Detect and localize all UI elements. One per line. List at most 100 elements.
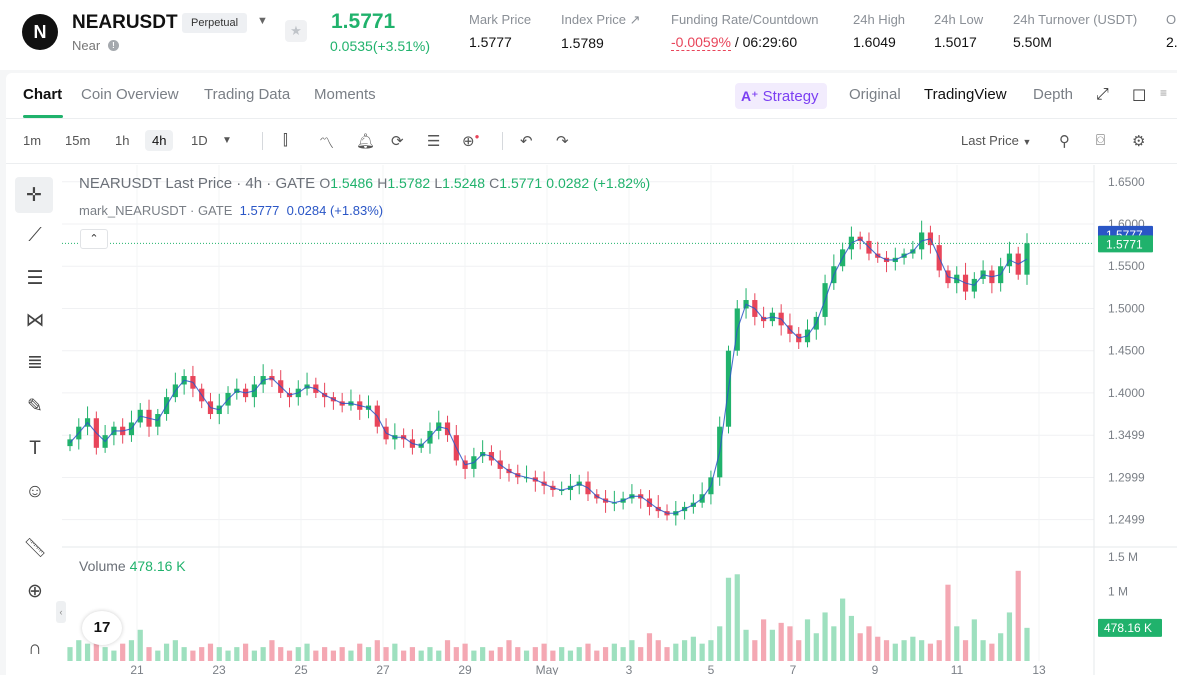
ruler-icon[interactable]: 📏︎ — [22, 538, 48, 559]
search-icon[interactable]: ⚲ — [1059, 133, 1070, 150]
volume-bar — [515, 647, 521, 661]
symbol-name[interactable]: NEARUSDT — [72, 12, 178, 33]
volume-bar — [374, 640, 380, 661]
add-plus-icon[interactable]: ⊕● — [462, 132, 480, 150]
fib-retracement-icon[interactable]: ≣ — [27, 351, 43, 373]
stat-24h-high: 24h High 1.6049 — [853, 12, 905, 50]
stat-label: Funding Rate/Countdown — [671, 12, 819, 27]
volume-bar — [708, 640, 714, 661]
time-axis-label: 9 — [872, 663, 879, 675]
volume-bar — [962, 640, 969, 661]
zoom-in-icon[interactable]: ⊕ — [27, 580, 43, 602]
collapse-sidebar-chevron-left-icon[interactable]: ‹ — [56, 601, 66, 623]
trend-line-icon[interactable]: ⟋ — [28, 225, 42, 246]
volume-bar — [989, 643, 995, 661]
brush-icon[interactable]: ✎ — [27, 395, 43, 417]
volume-bar — [892, 643, 898, 661]
volume-bar — [137, 629, 143, 661]
tab-coin-overview[interactable]: Coin Overview — [81, 86, 179, 103]
emoji-icon[interactable]: ☺ — [25, 481, 45, 502]
time-axis-label: 23 — [212, 663, 226, 675]
stat-truncated: O 2. — [1166, 12, 1177, 50]
price-source-select[interactable]: Last Price ▼ — [961, 133, 1031, 148]
timeframe-1m[interactable]: 1m — [23, 133, 42, 148]
volume-bar — [831, 626, 837, 661]
volume-bar — [181, 647, 187, 661]
menu-icon[interactable]: ≡ — [1160, 86, 1168, 100]
horizontal-lines-icon[interactable]: ☰ — [26, 267, 44, 289]
price-axis-label: 1.5500 — [1108, 259, 1145, 273]
volume-bar — [111, 650, 117, 661]
undo-icon[interactable]: ↶ — [520, 133, 533, 150]
stat-label: 24h High — [853, 12, 906, 27]
volume-bar — [594, 650, 600, 661]
volume-bar — [804, 619, 811, 661]
stat-label: Index Price ↗ — [561, 12, 641, 27]
volume-bar — [444, 640, 451, 661]
templates-icon[interactable]: ☰ — [427, 133, 441, 150]
info-icon[interactable]: ! — [108, 40, 119, 51]
redo-icon[interactable]: ↷ — [556, 133, 569, 150]
volume-bar — [471, 650, 477, 661]
volume-bar — [787, 626, 793, 661]
toolbar-divider — [262, 132, 263, 150]
view-depth[interactable]: Depth — [1033, 86, 1074, 103]
time-axis-label: 7 — [790, 663, 797, 675]
tab-moments[interactable]: Moments — [314, 86, 376, 103]
volume-bar — [383, 647, 389, 661]
volume-bar — [717, 626, 723, 661]
timeframe-1d[interactable]: 1D — [191, 133, 208, 148]
stat-index-price[interactable]: Index Price ↗ 1.5789 — [561, 12, 641, 51]
magnet-icon[interactable]: ∩ — [28, 638, 42, 659]
timeframe-1h[interactable]: 1h — [115, 133, 130, 148]
indicators-icon[interactable]: 〽 — [319, 135, 335, 152]
stat-value: 5.50M — [1013, 34, 1052, 50]
collapse-legend-chevron-up-icon[interactable]: ⌃ — [80, 229, 108, 249]
volume-bar — [980, 640, 986, 661]
view-tradingview[interactable]: TradingView — [924, 86, 1007, 103]
tab-chart[interactable]: Chart — [23, 86, 63, 103]
volume-bar — [313, 650, 319, 661]
volume-bar — [813, 633, 819, 661]
alert-bell-icon[interactable]: 🔔︎ — [356, 133, 376, 150]
volume-legend: Volume 478.16 K — [79, 558, 186, 574]
camera-icon[interactable]: ⌼ — [1096, 132, 1106, 149]
volume-bar — [418, 650, 424, 661]
window-icon[interactable]: ☐ — [1132, 88, 1147, 105]
price-axis-label: 1.4000 — [1108, 386, 1145, 400]
volume-axis-label: 1 M — [1108, 585, 1128, 599]
candle-type-icon[interactable]: ⫿ — [283, 132, 288, 149]
volume-bar — [602, 647, 609, 661]
candlestick-chart[interactable]: 1.6500 1.6000 1.5500 1.5000 1.4500 1.4000 1.34… — [62, 165, 1177, 675]
favorite-star-icon[interactable]: ★ — [285, 20, 307, 42]
volume-bar — [725, 577, 732, 661]
tradingview-logo-icon[interactable]: 17 — [82, 611, 122, 645]
volume-bar — [822, 612, 828, 661]
volume-bar — [673, 643, 679, 661]
volume-bar — [84, 643, 91, 661]
timeframe-4h[interactable]: 4h — [145, 130, 174, 151]
symbol-dropdown-chevron-down-icon[interactable]: ▼ — [257, 15, 268, 27]
replay-icon[interactable]: ⟳ — [391, 133, 404, 150]
price-axis-label: 1.2499 — [1108, 513, 1145, 527]
legend-close: 1.5771 — [499, 175, 543, 191]
gear-icon[interactable]: ⚙ — [1132, 133, 1146, 150]
strategy-label: Strategy — [762, 88, 819, 105]
mark-delta: 0.0284 (+1.83%) — [286, 203, 384, 218]
text-tool-icon[interactable]: T — [29, 438, 41, 459]
chart-canvas[interactable]: 1.65001.60001.55001.50001.45001.40001.34… — [62, 165, 1177, 675]
view-original[interactable]: Original — [849, 86, 901, 103]
fullscreen-icon[interactable]: ⤢ — [1096, 86, 1109, 103]
timeframe-15m[interactable]: 15m — [65, 133, 91, 148]
stat-24h-turnover: 24h Turnover (USDT) 5.50M — [1013, 12, 1137, 50]
crosshair-icon[interactable]: ✛ — [15, 177, 53, 213]
volume-bar — [945, 584, 951, 661]
tab-trading-data[interactable]: Trading Data — [204, 86, 291, 103]
volume-bar — [1015, 570, 1021, 661]
contract-type-badge: Perpetual — [182, 13, 248, 33]
strategy-button[interactable]: A⁺ Strategy — [735, 83, 827, 109]
stat-value: 1.5017 — [934, 34, 977, 50]
pattern-tool-icon[interactable]: ⋈ — [25, 309, 45, 331]
timeframe-dropdown-chevron-down-icon[interactable]: ▼ — [222, 135, 232, 146]
stat-value: 1.6049 — [853, 34, 896, 50]
